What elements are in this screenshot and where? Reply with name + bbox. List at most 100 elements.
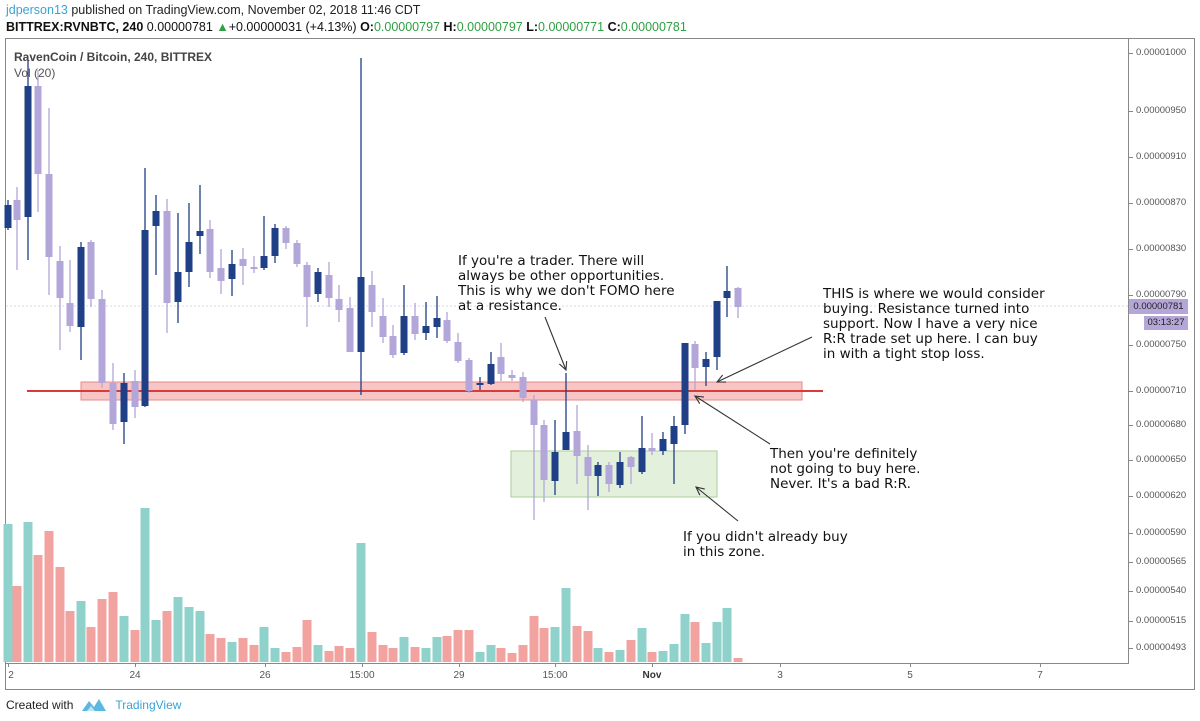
volume-bar: [184, 607, 194, 662]
candle-body: [239, 259, 247, 266]
price-label: 0.00000950: [1136, 105, 1187, 116]
candle-body: [56, 261, 64, 298]
price-tick: [1128, 591, 1133, 592]
candle-body: [87, 242, 95, 299]
candle-body: [196, 231, 204, 236]
candle-body: [508, 375, 516, 378]
candle-body: [77, 247, 85, 327]
candle-body: [659, 439, 667, 451]
time-label: 7: [1037, 670, 1043, 681]
bar-countdown-tag: 03:13:27: [1144, 316, 1188, 330]
candle-body: [454, 342, 462, 361]
volume-bar: [356, 543, 366, 662]
candle-body: [379, 316, 387, 337]
annotation-fomo[interactable]: If you're a trader. There will always be…: [458, 253, 675, 314]
high-label: H:: [443, 20, 457, 34]
candle-body: [325, 275, 333, 298]
price-tick: [1128, 621, 1133, 622]
volume-bar: [281, 652, 291, 662]
author-link[interactable]: jdperson13: [6, 3, 68, 17]
volume-bar: [453, 630, 463, 662]
volume-bar: [442, 636, 452, 662]
price-label: 0.00000540: [1136, 585, 1187, 596]
footer: Created with TradingView: [6, 697, 181, 713]
time-label: 26: [259, 670, 271, 681]
candle-body: [120, 383, 128, 422]
volume-bar: [583, 631, 593, 662]
volume-bar: [712, 622, 722, 662]
volume-bar: [334, 646, 344, 662]
time-label: 15:00: [542, 670, 568, 681]
publish-text: published on TradingView.com, November 0…: [67, 3, 421, 17]
volume-bar: [604, 652, 614, 662]
volume-bar: [3, 524, 13, 662]
candle-body: [638, 448, 646, 472]
volume-bar: [12, 586, 22, 662]
low-label: L:: [526, 20, 539, 34]
candle-body: [141, 230, 149, 406]
price-tick: [1128, 203, 1133, 204]
volume-bar: [399, 637, 409, 662]
price-label: 0.00000910: [1136, 151, 1187, 162]
symbol-label: BITTREX:RVNBTC, 240: [6, 20, 144, 34]
volume-bar: [496, 648, 506, 662]
price-label: 0.00000830: [1136, 243, 1187, 254]
time-tick: [8, 663, 9, 667]
arrow-buy-head: [715, 374, 727, 383]
volume-bar: [140, 508, 150, 662]
tradingview-logo-icon: [82, 699, 107, 711]
price-tick: [1128, 53, 1133, 54]
price-tick: [1128, 425, 1133, 426]
candle-body: [584, 457, 592, 476]
volume-bar: [324, 651, 334, 662]
volume-bar: [33, 555, 43, 662]
candle-body: [98, 299, 106, 383]
volume-bar: [259, 627, 269, 662]
time-tick: [652, 663, 653, 667]
volume-bar: [367, 632, 377, 662]
candle-body: [422, 326, 430, 333]
annotation-bad[interactable]: Then you're definitely not going to buy …: [770, 446, 921, 492]
volume-bar: [410, 647, 420, 662]
volume-bar: [97, 599, 107, 662]
volume-bar: [529, 616, 539, 662]
candle-body: [282, 228, 290, 243]
volume-bar: [302, 620, 312, 662]
created-with-text: Created with: [6, 698, 74, 712]
volume-bar: [216, 638, 226, 662]
candle-body: [346, 308, 354, 352]
price-tick: [1128, 111, 1133, 112]
candle-body: [131, 381, 139, 407]
annotation-zone[interactable]: If you didn't already buy in this zone.: [683, 529, 848, 560]
candle-body: [66, 303, 74, 326]
volume-bar: [130, 630, 140, 662]
volume-bar: [162, 611, 172, 662]
current-price-tag: 0.00000781: [1129, 299, 1188, 314]
candle-body: [45, 174, 53, 257]
price-tick: [1128, 295, 1133, 296]
volume-bar: [108, 592, 118, 662]
volume-bar: [195, 611, 205, 662]
candle-body: [713, 301, 721, 357]
last-price: 0.00000781: [146, 20, 213, 34]
candle-body: [734, 288, 742, 307]
low-value: 0.00000771: [538, 20, 605, 34]
candle-body: [260, 256, 268, 268]
annotation-buy[interactable]: THIS is where we would consider buying. …: [823, 286, 1045, 362]
time-label: 24: [129, 670, 141, 681]
tradingview-link[interactable]: TradingView: [115, 698, 182, 712]
candle-body: [368, 285, 376, 312]
volume-bar: [292, 647, 302, 662]
time-tick: [910, 663, 911, 667]
volume-bar: [238, 638, 248, 662]
candle-body: [293, 243, 301, 264]
time-label: Nov: [642, 670, 662, 681]
candle-body: [497, 357, 505, 374]
candle-body: [206, 229, 214, 272]
time-tick: [135, 663, 136, 667]
candle-body: [250, 267, 258, 269]
volume-bar: [345, 648, 355, 662]
arrow-bad-head: [693, 395, 705, 404]
time-tick: [780, 663, 781, 667]
